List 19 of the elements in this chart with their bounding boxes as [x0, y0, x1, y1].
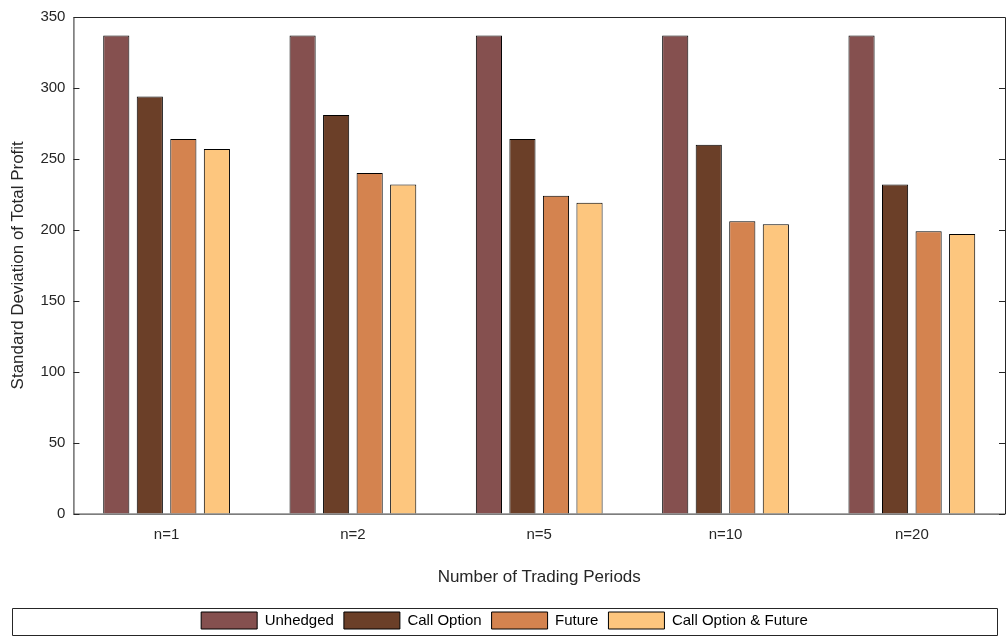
legend-label: Unhedged — [264, 610, 334, 628]
y-tick-label: 350 — [40, 7, 66, 25]
y-tick-label: 200 — [40, 219, 66, 237]
y-axis-title: Standard Deviation of Total Profit — [7, 140, 27, 390]
legend-label: Call Option — [407, 610, 482, 628]
legend-label: Future — [555, 610, 599, 628]
y-tick-label: 100 — [40, 361, 66, 379]
legend-label: Call Option & Future — [671, 610, 808, 628]
x-tick-label: n=5 — [526, 524, 552, 542]
y-tick-label: 250 — [40, 149, 66, 167]
x-tick-label: n=1 — [153, 524, 180, 542]
y-tick-label: 50 — [48, 432, 66, 450]
x-tick-label: n=2 — [340, 524, 366, 542]
y-tick-label: 0 — [57, 503, 66, 521]
x-axis-title: Number of Trading Periods — [437, 567, 641, 587]
y-tick-label: 150 — [40, 290, 66, 308]
x-tick-label: n=20 — [894, 524, 929, 542]
y-tick-label: 300 — [40, 78, 66, 96]
x-tick-label: n=10 — [708, 524, 743, 542]
